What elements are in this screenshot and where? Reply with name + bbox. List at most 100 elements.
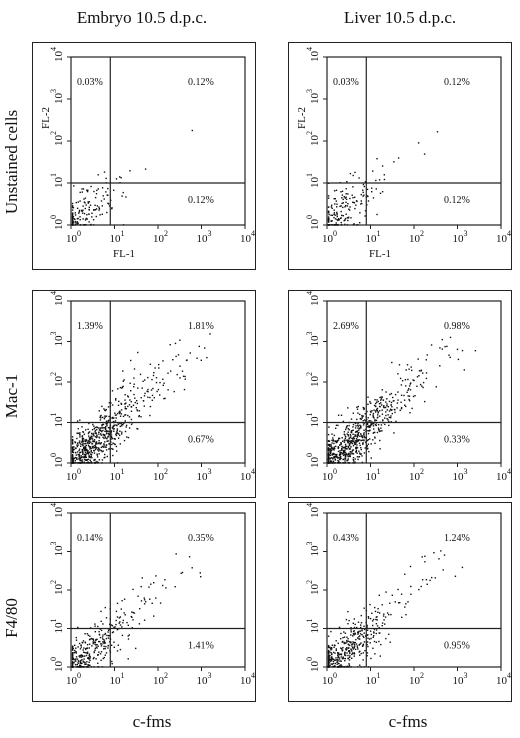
event-dot xyxy=(103,645,105,648)
event-dot xyxy=(381,625,383,627)
event-dot xyxy=(347,440,349,442)
event-dot xyxy=(356,200,358,203)
event-dot xyxy=(103,437,105,440)
event-dot xyxy=(329,443,331,446)
event-dot xyxy=(327,462,330,464)
event-dot xyxy=(369,630,372,632)
event-dot xyxy=(375,632,377,635)
event-dot xyxy=(104,606,106,609)
event-dot xyxy=(350,641,352,643)
event-dot xyxy=(102,623,104,625)
event-dot xyxy=(368,638,371,640)
event-dot xyxy=(346,217,349,219)
event-dot xyxy=(88,442,91,444)
event-dot xyxy=(82,441,84,443)
event-dot xyxy=(93,428,95,430)
event-dot xyxy=(81,439,84,441)
event-dot xyxy=(112,442,114,444)
event-dot xyxy=(344,653,346,656)
event-dot xyxy=(357,224,359,226)
event-dot xyxy=(186,359,188,361)
event-dot xyxy=(88,440,90,442)
event-dot xyxy=(349,451,351,453)
event-dot xyxy=(76,444,78,446)
event-dot xyxy=(107,629,110,631)
event-dot xyxy=(339,462,341,464)
event-dot xyxy=(335,200,337,202)
event-dot xyxy=(75,462,77,464)
event-dot xyxy=(102,638,104,640)
event-dot xyxy=(331,433,333,435)
event-dot xyxy=(394,411,396,414)
event-dot xyxy=(376,625,379,627)
event-dot xyxy=(327,210,330,212)
event-dot xyxy=(369,603,371,606)
event-dot xyxy=(89,627,92,629)
event-dot xyxy=(91,429,94,431)
event-dot xyxy=(119,386,122,389)
event-dot xyxy=(352,412,354,414)
event-dot xyxy=(327,654,330,656)
event-dot xyxy=(374,431,376,434)
event-dot xyxy=(94,458,96,461)
event-dot xyxy=(449,356,451,359)
event-dot xyxy=(105,433,108,435)
event-dot xyxy=(366,425,369,428)
event-dot xyxy=(370,420,372,422)
event-dot xyxy=(104,428,107,430)
y-tick-label: 102 xyxy=(49,580,65,595)
event-dot xyxy=(327,455,330,457)
event-dot xyxy=(381,389,383,391)
event-dot xyxy=(337,659,339,662)
event-dot xyxy=(334,453,336,456)
event-dot xyxy=(356,440,358,443)
event-dot xyxy=(361,414,363,417)
event-dot xyxy=(353,460,355,462)
event-dot xyxy=(90,441,92,443)
event-dot xyxy=(341,641,343,643)
quadrant-label-lower-right: 0.95% xyxy=(444,641,470,652)
event-dot xyxy=(105,645,107,648)
event-dot xyxy=(362,635,364,637)
event-dot xyxy=(108,402,111,404)
event-dot xyxy=(409,389,412,391)
event-dot xyxy=(380,396,382,398)
event-dot xyxy=(108,434,110,436)
event-dot xyxy=(367,432,370,435)
event-dot xyxy=(337,457,339,459)
event-dot xyxy=(342,449,345,452)
event-dot xyxy=(343,441,346,443)
event-dot xyxy=(385,391,387,393)
event-dot xyxy=(350,446,352,448)
event-dot xyxy=(85,204,87,206)
event-dot xyxy=(107,644,109,647)
event-dot xyxy=(345,213,347,215)
event-dot xyxy=(103,641,105,643)
event-dot xyxy=(93,425,95,427)
event-dot xyxy=(362,443,364,445)
event-dot xyxy=(84,456,86,459)
event-dot xyxy=(337,654,339,656)
event-dot xyxy=(395,420,397,423)
event-dot xyxy=(124,614,126,616)
event-dot xyxy=(102,429,104,432)
event-dot xyxy=(357,405,359,408)
event-dot xyxy=(327,461,330,463)
event-dot xyxy=(345,193,347,195)
event-dot xyxy=(368,450,370,453)
event-dot xyxy=(330,658,332,661)
event-dot xyxy=(137,428,139,430)
event-dot xyxy=(148,586,150,588)
event-dot xyxy=(81,659,83,661)
event-dot xyxy=(146,390,148,392)
y-tick-label: 101 xyxy=(305,413,321,428)
event-dot xyxy=(344,219,346,221)
event-dot xyxy=(86,448,88,451)
event-dot xyxy=(124,403,126,405)
event-dot xyxy=(84,449,86,452)
event-dot xyxy=(399,377,402,380)
event-dot xyxy=(329,646,331,648)
event-dot xyxy=(97,188,99,190)
event-dot xyxy=(384,423,386,426)
event-dot xyxy=(114,414,117,416)
